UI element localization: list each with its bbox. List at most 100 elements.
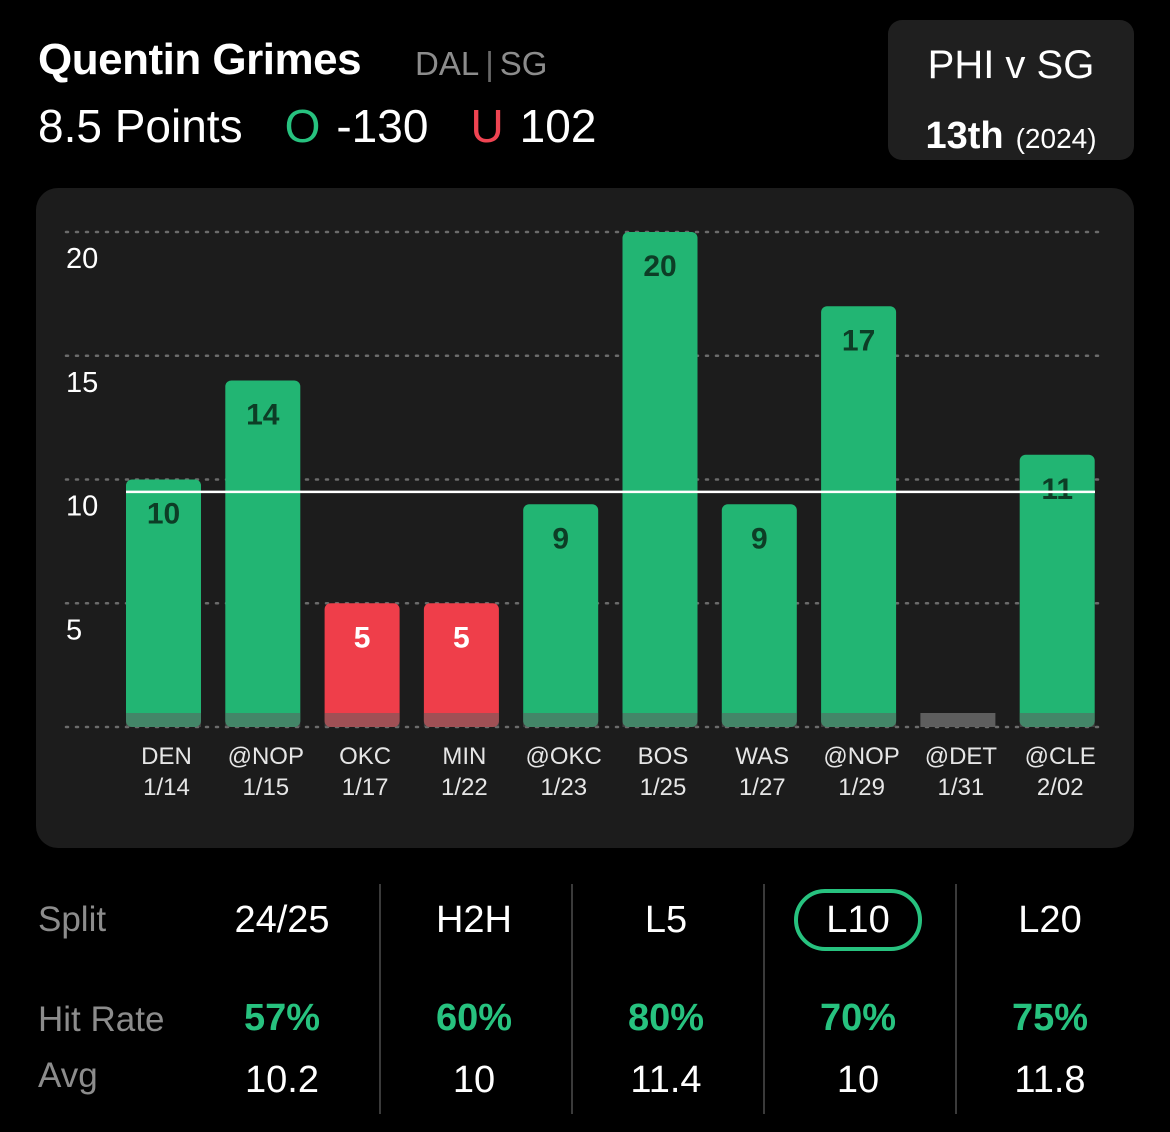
x-tick-date: 1/27	[739, 774, 786, 801]
bar-value-label: 11	[1041, 473, 1073, 506]
bar-base	[523, 713, 599, 727]
bar	[1019, 454, 1095, 727]
points-bar-chart: 5 10 15 20 10 DEN 1/14 14 @NOP 1/15 5 OKC 1/17 5 MIN 1/…	[64, 230, 1104, 801]
avg-row-label: Avg	[38, 1056, 98, 1095]
bar-value-label: 9	[552, 522, 569, 555]
split-tab[interactable]: H2H	[379, 898, 569, 942]
x-tick-opponent: DEN	[141, 743, 192, 770]
player-meta: DAL | SG	[415, 44, 547, 84]
bar-value-label: 20	[643, 250, 676, 283]
split-column-2425[interactable]: 24/25 57% 10.2	[187, 880, 377, 1120]
column-divider	[763, 884, 765, 1114]
x-tick-date: 1/31	[938, 774, 985, 801]
avg-value: 11.4	[630, 1059, 702, 1101]
x-tick-opponent: BOS	[638, 743, 689, 770]
column-divider	[379, 884, 381, 1114]
split-tab[interactable]: L20	[955, 898, 1145, 942]
hit-rate-value: 70%	[819, 997, 897, 1039]
bar-base	[126, 713, 201, 727]
x-tick-opponent: @OKC	[526, 743, 602, 770]
prop-line: 8.5 Points	[38, 100, 243, 152]
x-tick-opponent: WAS	[735, 743, 789, 770]
x-tick-opponent: @CLE	[1025, 743, 1096, 770]
bar-value-label: 14	[246, 399, 280, 432]
prop-row: 8.5 Points O -130 U 102	[38, 98, 596, 154]
bar-value-label: 5	[453, 621, 470, 654]
x-tick-date: 2/02	[1037, 774, 1084, 801]
split-column-l10[interactable]: L10 70% 10	[763, 880, 953, 1120]
split-column-h2h[interactable]: H2H 60% 10	[379, 880, 569, 1120]
under-icon: U	[470, 100, 504, 152]
split-column-l20[interactable]: L20 75% 11.8	[955, 880, 1145, 1120]
column-divider	[571, 884, 573, 1114]
under-odds[interactable]: 102	[519, 100, 597, 152]
hit-rate-value: 60%	[435, 997, 513, 1039]
bar	[821, 306, 897, 727]
matchup-box[interactable]: PHI v SG 13th (2024)	[888, 20, 1134, 160]
bar	[324, 603, 400, 727]
stats-table: Split Hit Rate Avg 24/25 57% 10.2 H2H 60% 10 L…	[0, 880, 1170, 1120]
hit-rate-row-label: Hit Rate	[38, 1000, 165, 1039]
bar	[126, 479, 201, 727]
split-tab-label: L10	[794, 889, 922, 951]
team-label: DAL	[415, 45, 480, 82]
split-tab-label: 24/25	[234, 899, 330, 941]
matchup-title: PHI v SG	[927, 43, 1095, 87]
bar-base	[821, 713, 897, 727]
bar	[423, 603, 499, 727]
split-tab-label: L20	[1018, 899, 1082, 941]
bar-base	[920, 713, 996, 727]
x-tick-date: 1/14	[143, 774, 190, 801]
bar	[721, 504, 797, 727]
x-tick-opponent: @NOP	[228, 743, 304, 770]
matchup-rank: 13th	[925, 115, 1004, 157]
bar	[622, 232, 698, 727]
bar-base	[622, 713, 698, 727]
split-tab-label: H2H	[435, 899, 513, 941]
hit-rate-value: 57%	[243, 997, 321, 1039]
bar-value-label: 10	[147, 498, 180, 531]
bar	[225, 380, 301, 727]
bar-value-label: 9	[751, 522, 768, 555]
x-tick-date: 1/25	[640, 774, 687, 801]
split-column-l5[interactable]: L5 80% 11.4	[571, 880, 761, 1120]
x-tick-opponent: OKC	[339, 743, 391, 770]
split-row-label: Split	[38, 900, 107, 939]
bar	[523, 504, 599, 727]
x-tick-date: 1/22	[441, 774, 488, 801]
over-icon: O	[284, 100, 321, 152]
bar-base	[423, 713, 499, 727]
bar-base	[721, 713, 797, 727]
over-odds[interactable]: -130	[336, 100, 429, 152]
x-tick-opponent: @NOP	[823, 743, 899, 770]
x-tick-opponent: @DET	[925, 743, 998, 770]
column-divider	[955, 884, 957, 1114]
meta-separator: |	[485, 45, 494, 82]
x-tick-date: 1/15	[242, 774, 289, 801]
split-tab[interactable]: L10	[763, 889, 953, 951]
split-tab[interactable]: 24/25	[187, 898, 377, 942]
player-name: Quentin Grimes	[38, 35, 362, 84]
hit-rate-value: 75%	[1011, 997, 1089, 1039]
bar-value-label: 5	[354, 621, 371, 654]
split-tab-label: L5	[644, 899, 688, 941]
x-tick-opponent: MIN	[442, 743, 486, 770]
x-tick-date: 1/17	[342, 774, 389, 801]
x-tick-date: 1/29	[838, 774, 885, 801]
bar-value-label: 17	[842, 324, 875, 357]
matchup-rank-row: 13th (2024)	[888, 114, 1134, 166]
x-tick-date: 1/23	[540, 774, 587, 801]
avg-value: 11.8	[1014, 1059, 1086, 1101]
chart-panel: 5 10 15 20 10 DEN 1/14 14 @NOP 1/15 5 OKC 1/17 5 MIN 1/…	[36, 188, 1134, 848]
split-tab[interactable]: L5	[571, 898, 761, 942]
hit-rate-value: 80%	[627, 997, 705, 1039]
matchup-year: (2024)	[1015, 123, 1097, 154]
bar-base	[225, 713, 301, 727]
y-tick-label: 10	[66, 491, 98, 523]
avg-value: 10	[836, 1059, 880, 1101]
y-tick-label: 5	[66, 614, 82, 646]
y-tick-label: 15	[66, 367, 98, 399]
bar-base	[1019, 713, 1095, 727]
bar-base	[324, 713, 400, 727]
position-label: SG	[499, 45, 548, 82]
